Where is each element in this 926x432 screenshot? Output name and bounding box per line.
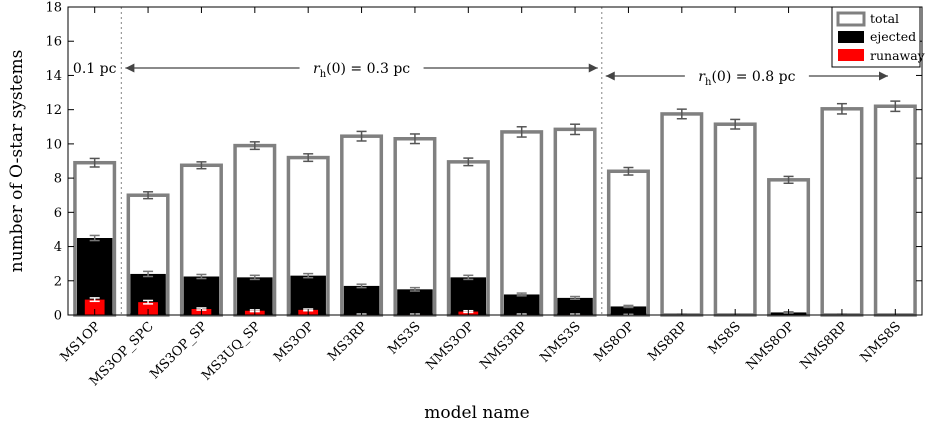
y-tick-label-18: 18 xyxy=(45,1,62,16)
bar-total-MS8S xyxy=(713,122,757,317)
bar-runaway-MS3OP_SPC xyxy=(138,302,158,315)
errorbar-ejected-MS3OP xyxy=(303,272,314,279)
errorbar-ejected-MS1OP xyxy=(89,234,100,242)
annotation-rh-value: (0) = 0.3 pc xyxy=(326,61,410,77)
legend-label-total: total xyxy=(870,11,899,26)
bar-ejected-NMS3OP xyxy=(450,277,487,315)
range-arrow-1-head-right xyxy=(588,63,598,73)
annotation-rh-subscript: h xyxy=(320,69,327,80)
bar-total-MS8RP xyxy=(660,112,704,317)
annotations-layer: 0.1 pc rh(0) = 0.3 pc rh(0) = 0.8 pc xyxy=(73,61,888,88)
x-tick-label-MS3S: MS3S xyxy=(385,319,423,357)
x-tick-label-NMS8OP: NMS8OP xyxy=(743,319,797,373)
legend-swatch-ejected xyxy=(838,31,864,43)
errorbar-runaway-MS3OP_SPC xyxy=(143,299,154,305)
bar-total-NMS8RP xyxy=(820,107,864,317)
errorbar-total-NMS8S xyxy=(890,100,901,113)
bar-runaway-MS1OP xyxy=(84,299,105,315)
x-tick-label-MS8OP: MS8OP xyxy=(591,319,637,365)
x-tick-label-MS8RP: MS8RP xyxy=(645,319,690,364)
legend-label-runaway: runaway xyxy=(870,48,926,63)
y-tick-label-4: 4 xyxy=(54,240,62,255)
bar-ejected-MS3UQ_SP xyxy=(237,277,273,315)
range-arrow-2-head-left xyxy=(605,71,615,81)
x-tick-label-MS1OP: MS1OP xyxy=(58,319,104,365)
y-tick-label-10: 10 xyxy=(45,137,62,152)
errorbar-total-MS3S xyxy=(409,133,420,145)
errorbar-ejected-MS3OP_SPC xyxy=(143,270,154,278)
errorbar-total-MS8OP xyxy=(623,166,634,176)
y-tick-label-8: 8 xyxy=(54,172,62,187)
annotation-rh-symbol: r xyxy=(313,61,321,77)
x-axis-label: model name xyxy=(424,403,529,423)
errorbar-total-NMS3OP xyxy=(463,157,474,167)
x-tick-label-NMS3S: NMS3S xyxy=(537,319,584,366)
legend: total ejected runaway xyxy=(831,6,926,68)
legend-swatch-total xyxy=(836,11,866,27)
x-tick-label-NMS8RP: NMS8RP xyxy=(797,319,850,372)
annotation-rh-0p3pc: rh(0) = 0.3 pc xyxy=(313,61,410,80)
legend-label-ejected: ejected xyxy=(870,29,916,44)
annotation-0p1pc: 0.1 pc xyxy=(73,61,117,77)
legend-swatch-runaway xyxy=(838,49,864,61)
errorbar-total-MS3OP_SP xyxy=(196,161,207,170)
errorbar-ejected-NMS3OP xyxy=(463,274,474,281)
errorbar-total-NMS8RP xyxy=(836,102,847,115)
errorbar-ejected-MS3UQ_SP xyxy=(249,274,260,281)
errorbar-ejected-MS3OP_SP xyxy=(196,273,207,280)
errorbar-total-NMS3RP xyxy=(516,126,527,138)
errorbar-runaway-MS1OP xyxy=(89,297,100,303)
y-tick-label-0: 0 xyxy=(54,309,62,324)
annotation-rh-0p8pc: rh(0) = 0.8 pc xyxy=(698,69,795,88)
y-axis-label: number of O-star systems xyxy=(7,50,27,273)
range-arrow-1-head-left xyxy=(125,63,135,73)
axes-layer xyxy=(67,6,923,316)
errorbar-total-MS3OP_SPC xyxy=(143,191,154,200)
x-tick-label-MS8S: MS8S xyxy=(706,319,744,357)
annotation-rh-value: (0) = 0.8 pc xyxy=(711,69,795,85)
errorbar-total-NMS8OP xyxy=(783,175,794,184)
bars-layer xyxy=(73,100,917,317)
errorbar-ejected-NMS3RP xyxy=(516,292,527,297)
errorbar-ejected-MS8OP xyxy=(623,304,634,309)
errorbar-total-MS3RP xyxy=(356,130,367,142)
errorbar-total-MS1OP xyxy=(89,157,100,168)
errorbar-total-NMS3S xyxy=(570,123,581,136)
errorbar-ejected-MS3RP xyxy=(356,283,367,289)
bar-total-NMS8OP xyxy=(767,178,811,317)
errorbar-ejected-MS3S xyxy=(409,286,420,292)
errorbar-ejected-NMS3S xyxy=(570,295,581,301)
plot-frame xyxy=(67,6,923,316)
annotation-rh-symbol: r xyxy=(698,69,706,85)
y-tick-label-14: 14 xyxy=(45,69,62,84)
errorbar-total-MS8RP xyxy=(676,108,687,120)
errorbar-total-MS3OP xyxy=(303,153,314,163)
y-tick-label-16: 16 xyxy=(45,35,62,50)
dividers-layer xyxy=(120,7,603,315)
bar-total-NMS3RP xyxy=(500,130,544,317)
errorbar-total-MS3UQ_SP xyxy=(249,141,260,151)
errorbar-total-MS8S xyxy=(730,118,741,130)
x-tick-label-NMS8S: NMS8S xyxy=(858,319,905,366)
range-arrow-2-head-right xyxy=(879,71,888,81)
y-tick-label-2: 2 xyxy=(54,274,62,289)
bar-ejected-NMS3S xyxy=(557,297,593,315)
x-tick-label-MS3RP: MS3RP xyxy=(325,319,370,364)
bar-total-MS8OP xyxy=(606,169,650,317)
x-tick-label-NMS3OP: NMS3OP xyxy=(423,319,477,373)
x-tick-label-MS3OP: MS3OP xyxy=(271,319,317,365)
annotation-rh-subscript: h xyxy=(705,77,712,88)
y-tick-label-6: 6 xyxy=(54,206,62,221)
bar-total-NMS3S xyxy=(553,127,597,317)
y-tick-label-12: 12 xyxy=(45,103,62,118)
bar-total-NMS8S xyxy=(873,104,917,317)
x-tick-label-NMS3RP: NMS3RP xyxy=(477,319,530,372)
bar-ejected-NMS3RP xyxy=(503,294,540,315)
